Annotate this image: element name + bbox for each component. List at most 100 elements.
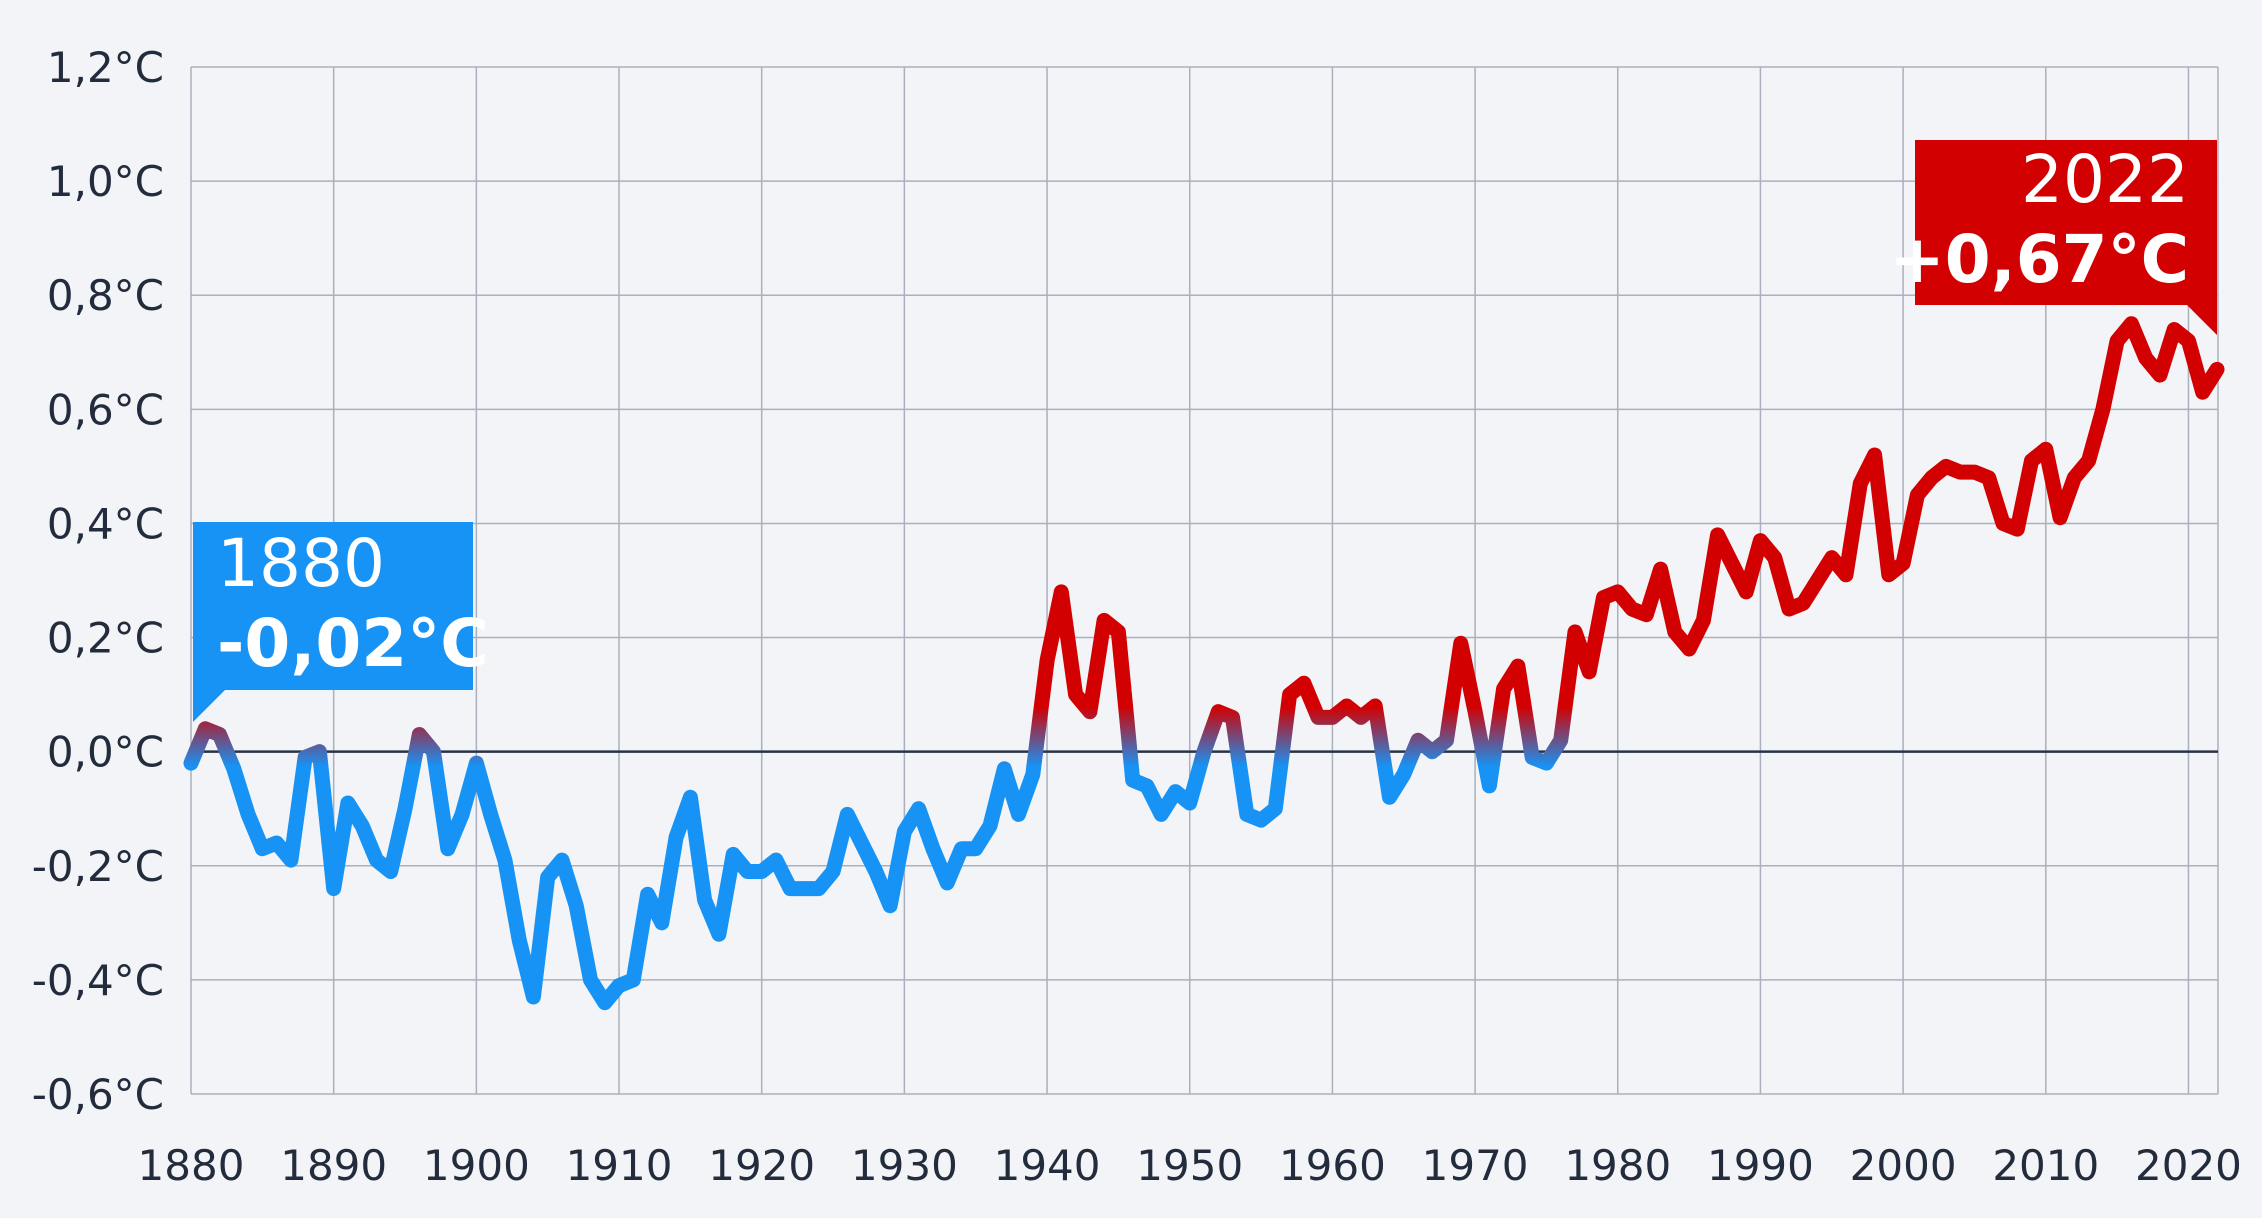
data-point xyxy=(545,874,551,880)
data-point xyxy=(1900,560,1906,566)
data-point xyxy=(573,903,579,909)
data-point xyxy=(1529,754,1535,760)
x-tick-label: 1880 xyxy=(138,1141,245,1190)
data-point xyxy=(702,897,708,903)
data-point xyxy=(959,846,965,852)
data-point xyxy=(1130,777,1136,783)
x-tick-label: 1950 xyxy=(1136,1141,1243,1190)
data-point xyxy=(2171,327,2177,333)
data-point xyxy=(2186,338,2192,344)
data-point xyxy=(1729,560,1735,566)
grid xyxy=(190,66,2219,1095)
data-point xyxy=(1230,714,1236,720)
data-point xyxy=(1101,617,1107,623)
data-point xyxy=(445,846,451,852)
data-point xyxy=(1016,811,1022,817)
data-point xyxy=(274,840,280,846)
data-point xyxy=(1058,589,1064,595)
y-tick-label: -0,2°C xyxy=(32,842,164,891)
data-point xyxy=(1444,737,1450,743)
data-point xyxy=(901,829,907,835)
data-point xyxy=(659,920,665,926)
x-tick-label: 1990 xyxy=(1707,1141,1814,1190)
data-point xyxy=(1344,703,1350,709)
callout-1880-value: -0,02°C xyxy=(217,605,489,682)
x-tick-label: 1940 xyxy=(994,1141,1101,1190)
data-point xyxy=(559,857,565,863)
data-point xyxy=(1244,811,1250,817)
data-point xyxy=(1914,492,1920,498)
data-point xyxy=(844,811,850,817)
data-point xyxy=(288,857,294,863)
data-point xyxy=(1215,709,1221,715)
data-point xyxy=(887,903,893,909)
data-point xyxy=(816,886,822,892)
data-point xyxy=(1629,606,1635,612)
data-point xyxy=(202,726,208,732)
data-point xyxy=(1387,794,1393,800)
data-point xyxy=(1429,749,1435,755)
data-point xyxy=(431,749,437,755)
data-point xyxy=(2157,372,2163,378)
data-point xyxy=(1558,737,1564,743)
data-point xyxy=(1001,766,1007,772)
data-point xyxy=(1144,783,1150,789)
data-point xyxy=(459,811,465,817)
data-point xyxy=(730,851,736,857)
data-point xyxy=(1158,811,1164,817)
x-tick-label: 2020 xyxy=(2135,1141,2242,1190)
data-point xyxy=(530,994,536,1000)
data-point xyxy=(2114,338,2120,344)
series-line xyxy=(183,316,2225,1011)
data-point xyxy=(1601,595,1607,601)
callout-2022-box xyxy=(1915,140,2217,335)
data-point xyxy=(687,794,693,800)
data-point xyxy=(1358,714,1364,720)
data-point xyxy=(773,857,779,863)
x-tick-label: 1970 xyxy=(1422,1141,1529,1190)
data-point xyxy=(302,754,308,760)
data-point xyxy=(987,823,993,829)
data-point xyxy=(388,869,394,875)
y-tick-label: 0,8°C xyxy=(47,271,164,320)
data-point xyxy=(1857,481,1863,487)
callout-1880-box xyxy=(193,522,473,722)
callout-2022: 2022 +0,67°C xyxy=(1889,140,2217,335)
x-tick-label: 1890 xyxy=(280,1141,387,1190)
data-point xyxy=(1486,783,1492,789)
data-point xyxy=(1173,789,1179,795)
x-tick-label: 1930 xyxy=(851,1141,958,1190)
data-point xyxy=(231,766,237,772)
data-point xyxy=(2143,355,2149,361)
data-point xyxy=(1287,692,1293,698)
data-point xyxy=(2057,515,2063,521)
data-point xyxy=(2086,458,2092,464)
data-point xyxy=(830,869,836,875)
data-point xyxy=(259,846,265,852)
data-point xyxy=(716,931,722,937)
data-point xyxy=(645,891,651,897)
data-point xyxy=(588,977,594,983)
data-point xyxy=(744,869,750,875)
data-point xyxy=(930,846,936,852)
data-point xyxy=(630,977,636,983)
data-point xyxy=(1329,714,1335,720)
y-tick-label: 0,4°C xyxy=(47,499,164,548)
data-point xyxy=(1986,475,1992,481)
data-point xyxy=(1800,600,1806,606)
data-point xyxy=(359,823,365,829)
x-tick-label: 1910 xyxy=(566,1141,673,1190)
data-point xyxy=(1030,772,1036,778)
data-point xyxy=(1658,566,1664,572)
data-point xyxy=(1786,606,1792,612)
x-tick-label: 1960 xyxy=(1279,1141,1386,1190)
data-point xyxy=(2100,406,2106,412)
x-tick-label: 2010 xyxy=(1992,1141,2099,1190)
series xyxy=(183,316,2225,1011)
data-point xyxy=(1372,703,1378,709)
y-tick-label: 1,0°C xyxy=(47,157,164,206)
data-point xyxy=(1872,452,1878,458)
data-point xyxy=(1472,709,1478,715)
data-point xyxy=(1886,572,1892,578)
data-point xyxy=(2071,475,2077,481)
